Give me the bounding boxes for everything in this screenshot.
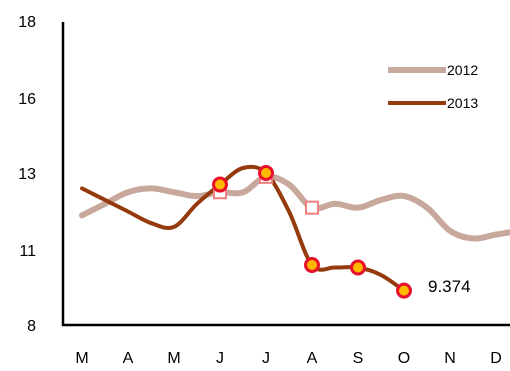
y-tick-label: 11 [19,243,36,260]
y-tick-label: 16 [18,91,36,108]
legend-label-2013: 2013 [447,95,478,111]
last-value-label: 9.374 [428,277,471,296]
marker-2013 [350,259,366,276]
marker-2013 [212,176,228,193]
legend: 2012 2013 [388,62,478,111]
y-axis-ticks: 8 11 13 16 18 [18,14,36,335]
marker-2013 [396,282,412,299]
x-tick-label: A [123,350,134,367]
y-tick-label: 13 [18,166,36,183]
legend-label-2012: 2012 [447,62,478,78]
x-tick-label: M [167,350,180,367]
x-tick-label: M [75,350,88,367]
x-tick-label: J [216,350,224,367]
series-layer [79,164,510,293]
y-tick-label: 18 [18,14,36,31]
y-tick-label: 8 [27,318,36,335]
series-line-2012 [79,173,510,242]
x-tick-label: O [398,350,410,367]
x-tick-label: A [307,350,318,367]
x-tick-label: N [444,350,456,367]
x-tick-label: J [262,350,270,367]
x-tick-label: S [353,350,364,367]
x-tick-label: D [490,350,502,367]
marker-layer [212,165,412,299]
marker-2012 [305,200,319,215]
marker-2013 [258,165,274,181]
marker-2013 [304,257,320,273]
